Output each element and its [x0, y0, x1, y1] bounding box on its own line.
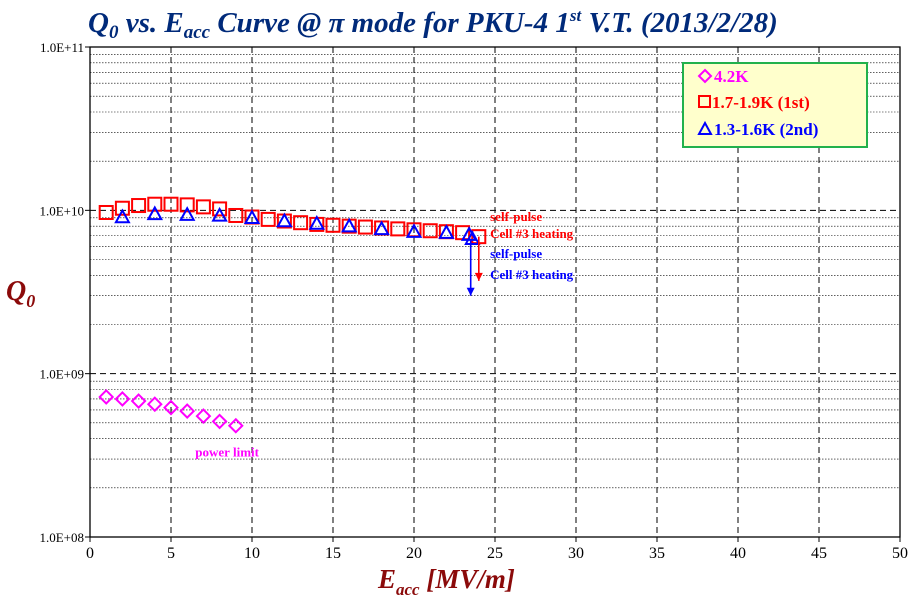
legend-label-1-3k: 1.3-1.6K (2nd)	[714, 120, 818, 139]
data-point-triangle	[146, 205, 163, 221]
drop-arrow-head	[474, 272, 483, 281]
legend-marker-square	[698, 95, 711, 108]
series-layer	[98, 196, 487, 434]
data-point-triangle	[179, 206, 196, 221]
annotation-red-self-pulse: self-pulse	[490, 209, 542, 224]
data-point-diamond	[211, 413, 228, 430]
data-point-square	[114, 200, 130, 216]
series-diamond	[98, 389, 244, 434]
annotation-red-cell-heating: Cell #3 heating	[490, 226, 574, 241]
x-tick-label: 15	[325, 545, 341, 562]
drop-arrow-head	[466, 287, 475, 296]
data-point-diamond	[179, 403, 196, 420]
data-point-square	[260, 211, 276, 227]
legend-label-1-7k: 1.7-1.9K (1st)	[712, 93, 810, 112]
series-triangle	[114, 205, 481, 245]
x-tick-label: 5	[167, 545, 175, 562]
data-point-triangle	[243, 209, 261, 225]
data-point-diamond	[98, 389, 115, 405]
data-point-diamond	[227, 417, 244, 434]
series-square	[98, 196, 487, 245]
annotation-layer: self-pulse Cell #3 heating self-pulse Cell …	[195, 209, 573, 460]
data-point-square	[131, 198, 147, 214]
x-tick-label: 35	[649, 545, 665, 562]
y-tick-label: 1.0E+10	[39, 203, 84, 218]
legend-entry-1-7k: 1.7-1.9K (1st)	[698, 93, 810, 112]
data-point-square	[195, 199, 211, 215]
chart-title: Q0 vs. Eacc Curve @ π mode for PKU-4 1st…	[88, 6, 778, 43]
legend-entry-4-2k: 4.2K	[697, 67, 749, 86]
y-tick-label: 1.0E+11	[40, 40, 84, 55]
data-point-square	[163, 196, 179, 212]
data-point-diamond	[146, 396, 163, 413]
data-point-triangle	[438, 224, 455, 239]
legend-marker-triangle	[697, 120, 713, 135]
y-axis-title: Q0	[6, 276, 35, 311]
x-tick-label: 30	[568, 545, 584, 562]
x-tick-label: 10	[244, 545, 260, 562]
data-point-square	[228, 207, 244, 223]
data-point-diamond	[163, 399, 179, 416]
data-point-triangle	[308, 214, 325, 230]
annotation-blue-self-pulse: self-pulse	[490, 246, 542, 261]
annotation-blue-cell-heating: Cell #3 heating	[490, 267, 574, 282]
axes-layer: 0 5 10 15 20 25 30 35 40 45 50 1.0E+08 1.0E+09 1.0E+1…	[39, 40, 908, 562]
x-tick-label: 40	[730, 545, 746, 562]
data-point-square	[357, 219, 373, 235]
data-point-triangle	[211, 206, 228, 222]
data-point-triangle	[405, 223, 423, 238]
data-point-triangle	[114, 208, 131, 224]
legend-label-4-2k: 4.2K	[714, 67, 749, 86]
data-point-diamond	[130, 393, 147, 409]
x-tick-label: 45	[811, 545, 827, 562]
data-point-square	[293, 215, 309, 231]
x-tick-label: 0	[86, 545, 94, 562]
legend-entry-1-3k: 1.3-1.6K (2nd)	[697, 120, 818, 139]
data-point-square	[212, 201, 228, 217]
data-point-diamond	[114, 391, 131, 407]
data-point-triangle	[341, 217, 358, 233]
data-point-triangle	[373, 220, 390, 236]
data-point-triangle	[276, 212, 293, 228]
data-point-square	[390, 221, 406, 237]
data-point-square	[98, 204, 114, 220]
data-point-square	[147, 196, 163, 212]
y-tick-label: 1.0E+08	[39, 530, 84, 545]
y-tick-label: 1.0E+09	[39, 367, 84, 382]
legend-box	[682, 62, 868, 148]
x-tick-label: 20	[406, 545, 422, 562]
legend: 4.2K 1.7-1.9K (1st) 1.3-1.6K (2nd)	[682, 62, 868, 148]
x-tick-label: 50	[892, 545, 908, 562]
legend-marker-diamond	[697, 68, 713, 84]
data-point-triangle	[464, 230, 481, 245]
data-point-square	[325, 217, 341, 233]
x-tick-label: 25	[487, 545, 503, 562]
x-axis-title: Eacc [MV/m]	[377, 564, 515, 598]
data-point-diamond	[195, 408, 212, 424]
data-point-square	[422, 223, 438, 239]
annotation-power-limit: power limit	[195, 445, 259, 460]
data-point-square	[179, 197, 195, 213]
